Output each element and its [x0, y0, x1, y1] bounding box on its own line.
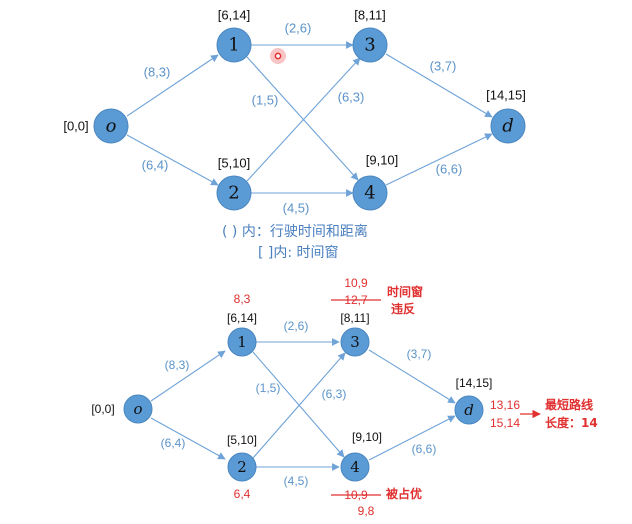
- bottom-window-4: [9,10]: [352, 430, 382, 444]
- note-time-window: 时间窗: [387, 284, 423, 299]
- top-edge-3-d: [385, 53, 493, 118]
- bottom-node-o-label: o: [133, 400, 142, 418]
- top-window-o: [0,0]: [63, 119, 88, 134]
- top-node-4-label: 4: [364, 183, 375, 204]
- legend-line-2: [ ]内: 时间窗: [258, 244, 339, 261]
- top-edge-label-o-2: (6,4): [142, 158, 169, 173]
- bottom-node-1-label: 1: [237, 333, 247, 351]
- top-edge-o-1: [126, 54, 219, 117]
- annotation-node-3-new: 10,9: [344, 276, 368, 290]
- bottom-node-4-label: 4: [350, 458, 360, 476]
- bottom-edge-2-3: [252, 352, 346, 459]
- top-node-3: 3: [352, 27, 388, 63]
- bottom-edge-3-d: [368, 349, 456, 404]
- bottom-edge-label-2-3: (6,3): [322, 387, 347, 401]
- top-window-2: [5,10]: [218, 156, 251, 171]
- bottom-window-1: [6,14]: [227, 311, 257, 325]
- note-shortest-route: 最短路线: [545, 397, 593, 412]
- note-violation: 违反: [391, 301, 415, 316]
- bottom-edge-label-o-2: (6,4): [161, 436, 186, 450]
- top-edge-o-2: [126, 134, 219, 186]
- bottom-edge-label-1-3: (2,6): [284, 319, 309, 333]
- bottom-node-3-label: 3: [350, 333, 360, 351]
- bottom-window-o: [0,0]: [91, 402, 114, 416]
- bottom-window-d: [14,15]: [456, 376, 493, 390]
- bottom-node-d-label: d: [464, 401, 474, 419]
- bottom-node-d: d: [454, 395, 484, 425]
- bottom-edge-o-2: [150, 417, 226, 460]
- legend-line-1: ( ) 内：行驶时间和距离: [222, 223, 368, 240]
- bottom-edge-label-2-4: (4,5): [284, 474, 309, 488]
- top-node-1-label: 1: [228, 35, 239, 56]
- bottom-node-4: 4: [340, 452, 370, 482]
- bottom-edge-o-1: [150, 350, 226, 402]
- top-edge-label-2-4: (4,5): [283, 201, 310, 216]
- bottom-node-3: 3: [340, 327, 370, 357]
- top-edge-label-1-3: (2,6): [285, 21, 312, 36]
- top-edge-label-o-1: (8,3): [144, 65, 171, 80]
- top-edge-label-4-d: (6,6): [436, 162, 463, 177]
- annotation-node-1: 8,3: [234, 292, 251, 306]
- note-dominated: 被占优: [386, 486, 422, 501]
- top-edge-1-4: [246, 56, 359, 181]
- bottom-graph: (8,3) (6,4) (2,6) (1,5) (6,3) (4,5) (3,7…: [91, 276, 597, 518]
- top-graph: (8,3) (6,4) (2,6) (1,5) (6,3) (4,5) (3,7…: [63, 8, 526, 262]
- top-edge-label-2-3: (6,3): [338, 90, 365, 105]
- bottom-node-2-label: 2: [237, 458, 247, 476]
- top-node-d: d: [490, 108, 526, 144]
- mouse-cursor-indicator: [270, 48, 286, 64]
- top-window-3: [8,11]: [354, 8, 386, 23]
- top-node-4: 4: [352, 175, 388, 211]
- bottom-edge-label-3-d: (3,7): [407, 347, 432, 361]
- top-edge-4-d: [385, 133, 493, 186]
- top-node-2: 2: [216, 175, 252, 211]
- bottom-window-3: [8,11]: [340, 311, 369, 325]
- bottom-window-2: [5,10]: [227, 433, 257, 447]
- top-node-3-label: 3: [364, 35, 375, 56]
- top-edge-label-3-d: (3,7): [430, 59, 457, 74]
- bottom-edge-label-o-1: (8,3): [165, 358, 190, 372]
- annotation-d-1: 13,16: [490, 398, 520, 412]
- bottom-edge-label-4-d: (6,6): [412, 442, 437, 456]
- top-window-4: [9,10]: [366, 153, 399, 168]
- bottom-edge-1-4: [252, 351, 345, 458]
- top-node-2-label: 2: [228, 183, 239, 204]
- top-edge-2-3: [246, 57, 361, 182]
- annotation-d-2: 15,14: [490, 416, 520, 430]
- top-node-d-label: d: [502, 116, 514, 137]
- top-window-d: [14,15]: [486, 88, 526, 103]
- top-node-o-label: o: [106, 116, 117, 137]
- bottom-node-o: o: [123, 394, 153, 424]
- top-node-o: o: [93, 108, 129, 144]
- bottom-node-2: 2: [227, 452, 257, 482]
- top-window-1: [6,14]: [218, 8, 251, 23]
- top-edge-label-1-4: (1,5): [252, 93, 279, 108]
- annotation-node-2: 6,4: [234, 487, 251, 501]
- top-node-1: 1: [216, 27, 252, 63]
- note-route-length: 长度：14: [545, 415, 598, 430]
- bottom-edge-label-1-4: (1,5): [256, 381, 281, 395]
- bottom-edge-4-d: [368, 415, 456, 461]
- annotation-node-4-new: 9,8: [358, 504, 375, 518]
- bottom-node-1: 1: [227, 327, 257, 357]
